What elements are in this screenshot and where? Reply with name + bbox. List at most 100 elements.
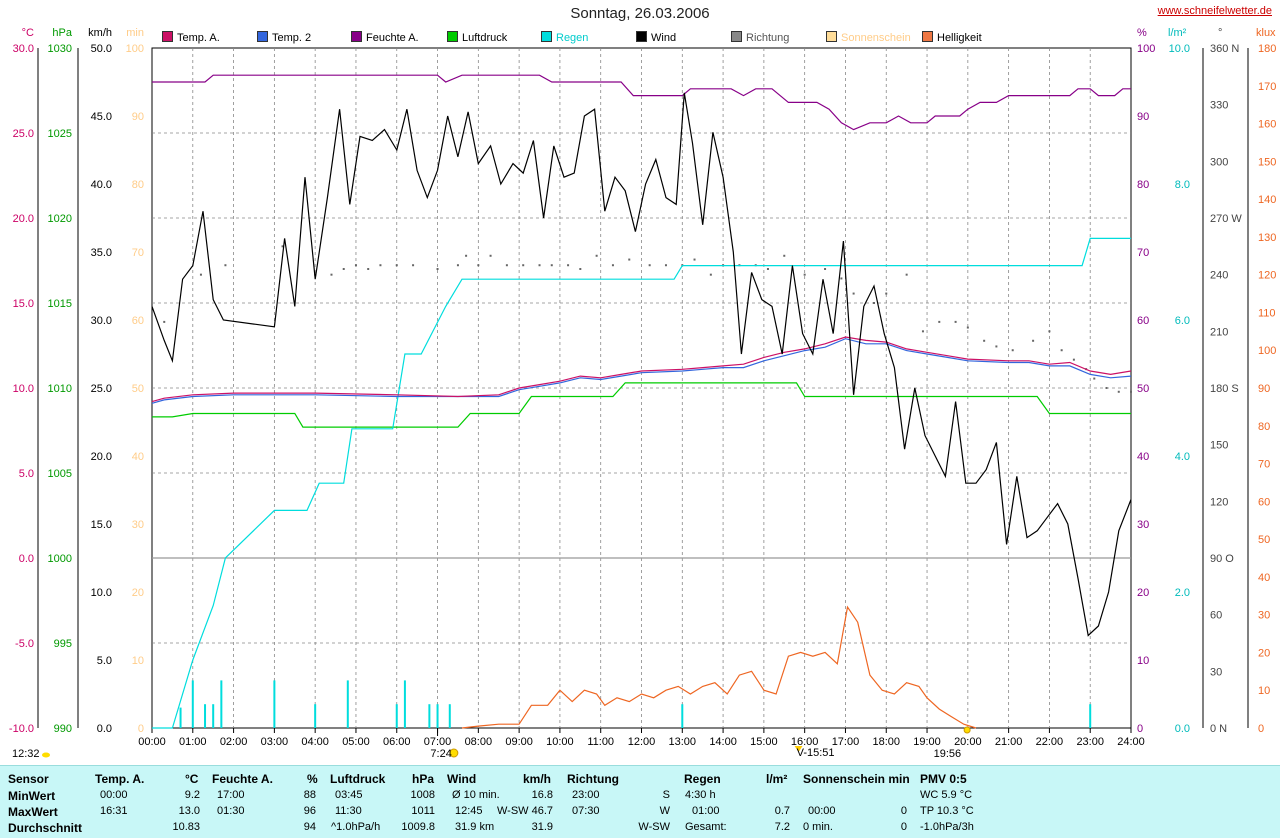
rain-bar	[314, 704, 317, 728]
rain-bar	[346, 680, 349, 728]
x-tick-label: 14:00	[709, 736, 737, 748]
y-tick-label-rain: 2.0	[1175, 587, 1190, 599]
y-tick-label-pressure: 1020	[48, 213, 72, 225]
y-tick-label-wind: 35.0	[91, 247, 112, 259]
direction-dot	[921, 330, 924, 333]
direction-dot	[436, 268, 439, 270]
y-tick-label-humidity: 70	[1137, 247, 1149, 259]
series-line-temp-a	[151, 336, 1132, 403]
y-tick-label-brightness: 150	[1258, 156, 1276, 168]
direction-dot	[330, 273, 333, 276]
y-tick-label-brightness: 100	[1258, 345, 1276, 357]
direction-dot	[766, 268, 769, 270]
x-tick-label: 23:00	[1076, 736, 1104, 748]
direction-dot	[505, 264, 508, 267]
y-tick-label-direction: 240	[1210, 270, 1228, 282]
y-tick-label-wind: 40.0	[91, 179, 112, 191]
direction-dot	[1105, 387, 1108, 389]
y-tick-label-brightness: 140	[1258, 194, 1276, 206]
stats-direction-min: S	[662, 789, 670, 801]
x-tick-label: 05:00	[342, 736, 370, 748]
y-tick-label-temp: 30.0	[13, 43, 34, 55]
x-tick-label: 03:00	[261, 736, 289, 748]
stats-pressure-min-time: 03:45	[335, 789, 363, 801]
stats-rain-total-label: Gesamt:	[685, 821, 727, 833]
stats-pressure-min: 1008	[410, 789, 435, 801]
x-tick-label: 10:00	[546, 736, 574, 748]
y-tick-label-direction: 150	[1210, 440, 1228, 452]
y-tick-label-humidity: 90	[1137, 111, 1149, 123]
rain-bar	[681, 704, 684, 728]
y-tick-label-direction: 0 N	[1210, 723, 1227, 735]
y-tick-label-wind: 25.0	[91, 383, 112, 395]
direction-dot	[354, 264, 357, 267]
y-tick-label-temp: 5.0	[19, 468, 34, 480]
y-tick-label-humidity: 10	[1137, 655, 1149, 667]
stats-rain-title: Regen	[684, 772, 721, 786]
legend-item-humidity: Feuchte A.	[351, 31, 419, 44]
stats-row-max: MaxWert	[8, 805, 58, 819]
y-tick-label-temp: -5.0	[15, 638, 34, 650]
sunrise-time: 7:24	[430, 748, 451, 760]
y-tick-label-humidity: 100	[1137, 43, 1155, 55]
site-link[interactable]: www.schneifelwetter.de	[1157, 5, 1272, 17]
stats-pressure-avg: 1009.8	[401, 821, 435, 833]
y-tick-label-humidity: 50	[1137, 383, 1149, 395]
x-tick-label: 24:00	[1117, 736, 1145, 748]
weather-chart: 00:00 01:00 02:00 03:00 04:00 05:00 06:00 07:00…	[9, 27, 1276, 760]
axis-unit-wind: km/h	[88, 27, 112, 39]
rain-bar	[436, 704, 439, 728]
rain-bar	[220, 680, 223, 728]
stats-temp-min: 9.2	[184, 789, 200, 801]
y-tick-label-pressure: 990	[54, 723, 72, 735]
y-tick-label-humidity: 30	[1137, 519, 1149, 531]
stats-rain-max: 0.7	[774, 805, 790, 817]
x-tick-label: 17:00	[832, 736, 860, 748]
stats-rain-duration: 4:30 h	[685, 789, 716, 801]
sunset-icon	[963, 726, 971, 734]
rain-bar	[191, 680, 194, 728]
y-tick-label-sunmin: 70	[132, 247, 144, 259]
legend-item-sunshine: Sonnenschein	[826, 31, 911, 44]
axis-unit-humidity: %	[1137, 27, 1147, 39]
y-tick-label-brightness: 90	[1258, 383, 1270, 395]
stats-direction-max-time: 07:30	[572, 805, 600, 817]
direction-dot	[456, 264, 459, 267]
legend: Temp. A. Temp. 2 Feuchte A. Luftdruck Re…	[0, 31, 1280, 47]
legend-item-temp2: Temp. 2	[257, 31, 311, 44]
direction-dot	[1093, 377, 1096, 380]
stats-row-avg: Durchschnitt	[8, 821, 83, 835]
y-tick-label-brightness: 60	[1258, 496, 1270, 508]
stats-rain-total: 7.2	[774, 821, 790, 833]
y-tick-label-wind: 15.0	[91, 519, 112, 531]
direction-dot	[1130, 390, 1132, 393]
stats-temp-max: 13.0	[178, 805, 200, 817]
y-tick-label-brightness: 120	[1258, 270, 1276, 282]
stats-direction-title: Richtung	[567, 772, 619, 786]
series-line-wind	[151, 92, 1132, 637]
axis-unit-direction: °	[1218, 27, 1222, 39]
y-tick-label-pressure: 1030	[48, 43, 72, 55]
y-tick-label-brightness: 40	[1258, 572, 1270, 584]
x-tick-label: 00:00	[138, 736, 166, 748]
y-tick-label-wind: 20.0	[91, 451, 112, 463]
y-tick-label-sunmin: 20	[132, 587, 144, 599]
stats-sunshine-total: 0	[900, 821, 907, 833]
stats-sunshine-max-time: 00:00	[808, 805, 836, 817]
y-tick-label-humidity: 40	[1137, 451, 1149, 463]
stats-wind-unit: km/h	[523, 772, 552, 786]
stats-pressure-trend: ^1.0hPa/h	[331, 821, 381, 833]
y-tick-label-temp: 25.0	[13, 128, 34, 140]
stats-pressure-unit: hPa	[412, 772, 435, 786]
direction-dot	[1072, 358, 1075, 361]
stats-pressure-max-time: 11:30	[335, 805, 362, 817]
y-tick-label-humidity: 20	[1137, 587, 1149, 599]
y-tick-label-direction: 270 W	[1210, 213, 1242, 225]
direction-dot	[852, 292, 855, 295]
direction-dot	[983, 339, 986, 342]
direction-dot	[840, 277, 843, 280]
y-tick-label-sunmin: 80	[132, 179, 144, 191]
y-tick-label-brightness: 180	[1258, 43, 1276, 55]
x-tick-label: 09:00	[505, 736, 533, 748]
stats-humidity-unit: %	[307, 772, 318, 786]
